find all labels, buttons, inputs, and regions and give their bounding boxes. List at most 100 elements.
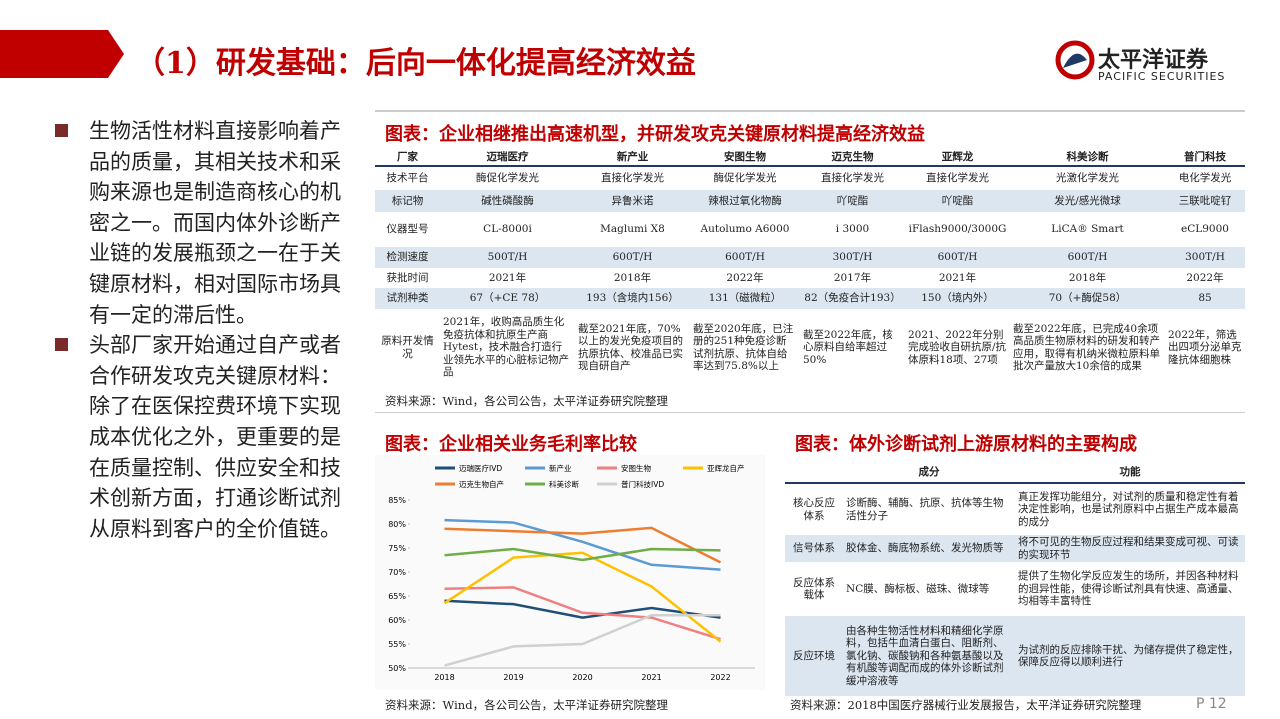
legend-label: 迈瑞医疗IVD [459, 463, 502, 473]
series-line [444, 526, 722, 564]
panel-title: 图表：企业相继推出高速机型，并研发攻克关键原材料提高经济效益 [385, 124, 925, 145]
header-cell: 功能 [1015, 462, 1245, 484]
table-cell: 2017年 [833, 271, 872, 284]
table-cell: LiCA® Smart [1051, 223, 1124, 236]
legend-label: 科美诊断 [549, 479, 579, 489]
table-cell: 仪器型号 [386, 223, 429, 236]
table-cell: 直接化学发光 [821, 172, 884, 185]
bullet-list: 生物活性材料直接影响着产品的质量，其相关技术和采购来源也是制造商核心的机密之一。… [55, 116, 345, 544]
x-tick-label: 2022 [710, 673, 730, 682]
table-cell: 碱性磷酸酶 [440, 190, 575, 212]
table-cell: 反应体系载体 [793, 576, 835, 602]
y-tick-label: 50% [388, 664, 406, 673]
table-cell: 截至2022年底，核心原料自给率超过50% [803, 328, 893, 366]
legend-label: 亚辉龙自产 [707, 463, 745, 473]
panel-title: 图表：企业相关业务毛利率比较 [385, 434, 637, 455]
logo-subtext: PACIFIC SECURITIES [1098, 70, 1226, 83]
table-cell: 截至2021年底，70%以上的发光免疫项目的抗原抗体、校准品已实现自研自产 [578, 322, 683, 373]
table-cell: iFlash9000/3000G [908, 223, 1007, 236]
table: 成分 功能 核心反应体系 诊断酶、辅酶、抗原、抗体等生物活性分子 真正发挥功能组分，对试… [785, 462, 1245, 696]
table-cell: 由各种生物活性材料和精细化学原料，包括牛血清白蛋白、阻断剂、氯化钠、碳酸钠和各种… [843, 616, 1015, 696]
table-cell: 提供了生物化学反应发生的场所，并因各种材料的迥异性能，使得诊断试剂具有快速、高通… [1018, 570, 1239, 608]
table-cell: 酶促化学发光 [476, 172, 539, 185]
table-cell: 技术平台 [386, 172, 429, 185]
table-cell: 诊断酶、辅酶、抗原、抗体等生物活性分子 [846, 497, 1004, 522]
table-cell: 电化学发光 [1178, 172, 1232, 185]
series-line [444, 599, 721, 619]
page-number: P 12 [1196, 696, 1227, 712]
slide-title: （1）研发基础：后向一体化提高经济效益 [135, 46, 696, 81]
table-cell: 70（+酶促58） [1010, 288, 1165, 309]
table-cell: 截至2022年底，已完成40余项高品质生物原材料的研发和转产应用，取得有机纳米微… [1013, 322, 1160, 373]
table-cell: 2021年，收购高品质生化免疫抗体和抗原生产商Hytest，技术融合打造行业领先… [443, 316, 569, 379]
legend-label: 普门科技IVD [621, 479, 664, 489]
x-tick-label: 2018 [434, 673, 454, 682]
series-line [444, 613, 721, 667]
table-cell: 反应环境 [785, 616, 843, 696]
y-tick-label: 60% [388, 616, 406, 625]
table-cell: 辣根过氧化物酶 [690, 190, 800, 212]
table-row: 核心反应体系 诊断酶、辅酶、抗原、抗体等生物活性分子 真正发挥功能组分，对试剂的质量… [785, 483, 1245, 535]
table-cell: 150（境内外） [905, 288, 1010, 309]
table-cell: 85 [1165, 288, 1245, 309]
header-cell: 迈克生物 [800, 150, 905, 167]
y-tick-label: 55% [388, 640, 406, 649]
table-row: 试剂种类 67（+CE 78） 193（含境内156） 131（磁微粒） 82（免疫合计… [375, 288, 1245, 309]
header-cell: 普门科技 [1165, 150, 1245, 167]
table-header: 成分 功能 [785, 462, 1245, 484]
table-header: 厂家 迈瑞医疗 新产业 安图生物 迈克生物 亚辉龙 科美诊断 普门科技 [375, 150, 1245, 167]
series-line [444, 586, 721, 641]
table-cell: 2022年，筛选出四项分泌单克隆抗体细胞株 [1168, 328, 1242, 366]
legend-label: 新产业 [549, 463, 572, 473]
table-cell: NC膜、酶标板、磁珠、微球等 [846, 582, 990, 595]
table-cell: 检测速度 [375, 247, 440, 268]
table-cell: i 3000 [835, 223, 870, 236]
table-cell: 真正发挥功能组分，对试剂的质量和稳定性有着决定性影响，也是试剂原料中占据生产成本… [1018, 490, 1239, 528]
table-row: 获批时间 2021年 2018年 2022年 2017年 2021年 2018年 2022年 [375, 268, 1245, 288]
table-cell: 吖啶酯 [800, 190, 905, 212]
table-row: 检测速度 500T/H 600T/H 600T/H 300T/H 600T/H 600T/H… [375, 247, 1245, 268]
table-cell: 吖啶酯 [905, 190, 1010, 212]
chart: 50% 55% 60% 65% 70% 75% 80% 85% 2018 2019 2020 2021… [375, 455, 765, 690]
header-cell [785, 462, 843, 484]
table-row: 信号体系 胶体金、酶底物系统、发光物质等 将不可见的生物反应过程和结果变成可视、可读… [785, 535, 1245, 562]
series-line [444, 547, 721, 562]
header-cell: 安图生物 [690, 150, 800, 167]
bullet-text: 头部厂家开始通过自产或者合作研发攻克关键原材料：除了在医保控费环境下实现成本优化… [89, 333, 341, 541]
table-cell: 截至2020年底，已注册的251种免疫诊断试剂抗原、抗体自给率达到75.8%以上 [693, 322, 794, 373]
header-cell: 成分 [843, 462, 1015, 484]
source-note: 资料来源：2018中国医疗器械行业发展报告，太平洋证券研究院整理 [790, 698, 1142, 712]
header-cell: 厂家 [375, 150, 440, 167]
source-note: 资料来源：Wind，各公司公告，太平洋证券研究院整理 [385, 394, 669, 408]
series-line [444, 518, 721, 571]
table-cell: 核心反应体系 [793, 497, 835, 522]
table-row: 反应体系载体 NC膜、酶标板、磁珠、微球等 提供了生物化学反应发生的场所，并因各种材… [785, 562, 1245, 616]
table-row: 原料开发情况 2021年，收购高品质生化免疫抗体和抗原生产商Hytest，技术融合… [375, 309, 1245, 386]
bullet-marker [55, 124, 68, 137]
table-cell: 为试剂的反应排除干扰、为储存提供了稳定性，保障反应得以顺利进行 [1015, 616, 1245, 696]
table-cell: 试剂种类 [375, 288, 440, 309]
source-note: 资料来源：Wind，各公司公告，太平洋证券研究院整理 [385, 698, 669, 712]
table-cell: 2018年 [1068, 271, 1107, 284]
table-cell: 获批时间 [386, 271, 429, 284]
header-accent [0, 30, 124, 78]
legend-label: 安图生物 [621, 463, 651, 473]
table-cell: 2022年 [1186, 271, 1224, 284]
table-cell: 131（磁微粒） [690, 288, 800, 309]
table-cell: 原料开发情况 [381, 335, 434, 360]
table-cell: 67（+CE 78） [440, 288, 575, 309]
table-cell: CL-8000i [483, 223, 532, 236]
logo-icon [1055, 40, 1095, 80]
table-cell: 600T/H [575, 247, 690, 268]
table-cell: 2021年 [938, 271, 977, 284]
bullet-text: 生物活性材料直接影响着产品的质量，其相关技术和采购来源也是制造商核心的机密之一。… [89, 119, 341, 327]
table-cell: 300T/H [800, 247, 905, 268]
logo-text: 太平洋证券 [1098, 48, 1209, 73]
table-cell: 600T/H [690, 247, 800, 268]
table-cell: 标记物 [375, 190, 440, 212]
x-tick-label: 2021 [641, 673, 661, 682]
table-cell: 600T/H [905, 247, 1010, 268]
table-cell: 酶促化学发光 [713, 172, 777, 185]
panel [375, 110, 1245, 413]
